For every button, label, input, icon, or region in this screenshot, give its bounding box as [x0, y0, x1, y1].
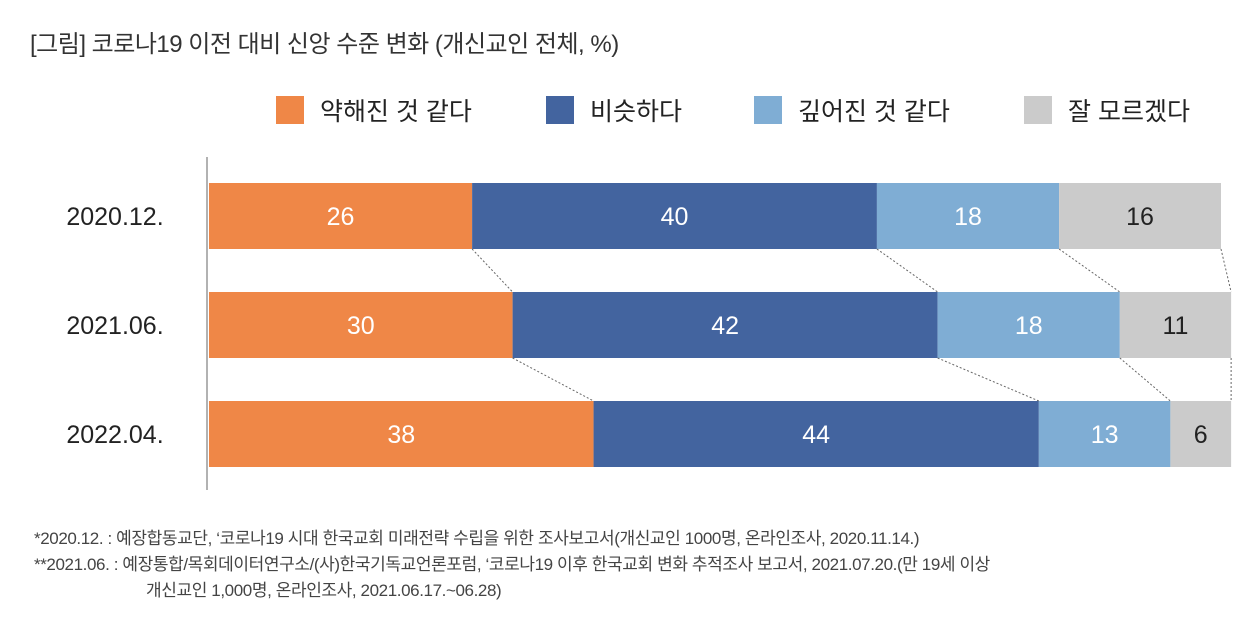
footnote-2-cont: 개신교인 1,000명, 온라인조사, 2021.06.17.~06.28) — [146, 581, 502, 600]
connector-line — [512, 357, 594, 402]
connector-line — [471, 248, 513, 293]
data-label: 18 — [1015, 312, 1043, 340]
footnote-2: **2021.06. : 예장통합/목회데이터연구소/(사)한국기독교언론포럼,… — [34, 555, 990, 574]
data-label: 38 — [387, 421, 415, 449]
connector-line — [937, 357, 1040, 402]
bar-segment — [209, 292, 513, 358]
data-label: 40 — [661, 203, 689, 231]
legend-label: 깊어진 것 같다 — [798, 98, 950, 126]
bar-segment — [512, 292, 938, 358]
legend-label: 약해진 것 같다 — [320, 98, 472, 126]
legend-item-unknown: 잘 모르겠다 — [1024, 92, 1190, 128]
data-label: 6 — [1194, 421, 1208, 449]
legend-label: 잘 모르겠다 — [1068, 98, 1190, 126]
legend-item-deepened: 깊어진 것 같다 — [754, 92, 950, 128]
legend-swatch — [276, 96, 304, 124]
bar-segment — [209, 183, 473, 249]
bar-segment — [1038, 401, 1171, 467]
data-label: 44 — [802, 421, 830, 449]
data-label: 30 — [347, 312, 375, 340]
category-label: 2021.06. — [66, 312, 163, 340]
bar-segment — [1059, 183, 1221, 249]
category-label: 2020.12. — [66, 203, 163, 231]
legend-swatch — [754, 96, 782, 124]
bar-segment — [209, 401, 594, 467]
legend-label: 비슷하다 — [590, 98, 683, 126]
legend: 약해진 것 같다 비슷하다 깊어진 것 같다 잘 모르겠다 — [0, 92, 1252, 128]
data-label: 16 — [1126, 203, 1154, 231]
chart-title: [그림] 코로나19 이전 대비 신앙 수준 변화 (개신교인 전체, %) — [30, 31, 619, 58]
legend-swatch — [1024, 96, 1052, 124]
data-label: 42 — [711, 312, 739, 340]
connector-line — [1058, 248, 1121, 293]
bar-segment — [1119, 292, 1232, 358]
bar-segment — [472, 183, 877, 249]
data-label: 13 — [1091, 421, 1119, 449]
data-label: 26 — [327, 203, 355, 231]
bar-segment — [1170, 401, 1232, 467]
category-label: 2022.04. — [66, 421, 163, 449]
legend-item-similar: 비슷하다 — [546, 92, 682, 128]
connector-line — [1119, 357, 1171, 402]
footnote-1: *2020.12. : 예장합동교단, ‘코로나19 시대 한국교회 미래전략 … — [34, 529, 920, 548]
data-label: 11 — [1162, 312, 1188, 340]
data-label: 18 — [954, 203, 982, 231]
connector-line — [1220, 248, 1232, 293]
bar-segment — [937, 292, 1120, 358]
bar-segment — [593, 401, 1039, 467]
legend-item-weakened: 약해진 것 같다 — [276, 92, 472, 128]
legend-swatch — [546, 96, 574, 124]
connector-line — [876, 248, 938, 293]
bar-segment — [876, 183, 1060, 249]
footnotes: *2020.12. : 예장합동교단, ‘코로나19 시대 한국교회 미래전략 … — [34, 526, 990, 604]
